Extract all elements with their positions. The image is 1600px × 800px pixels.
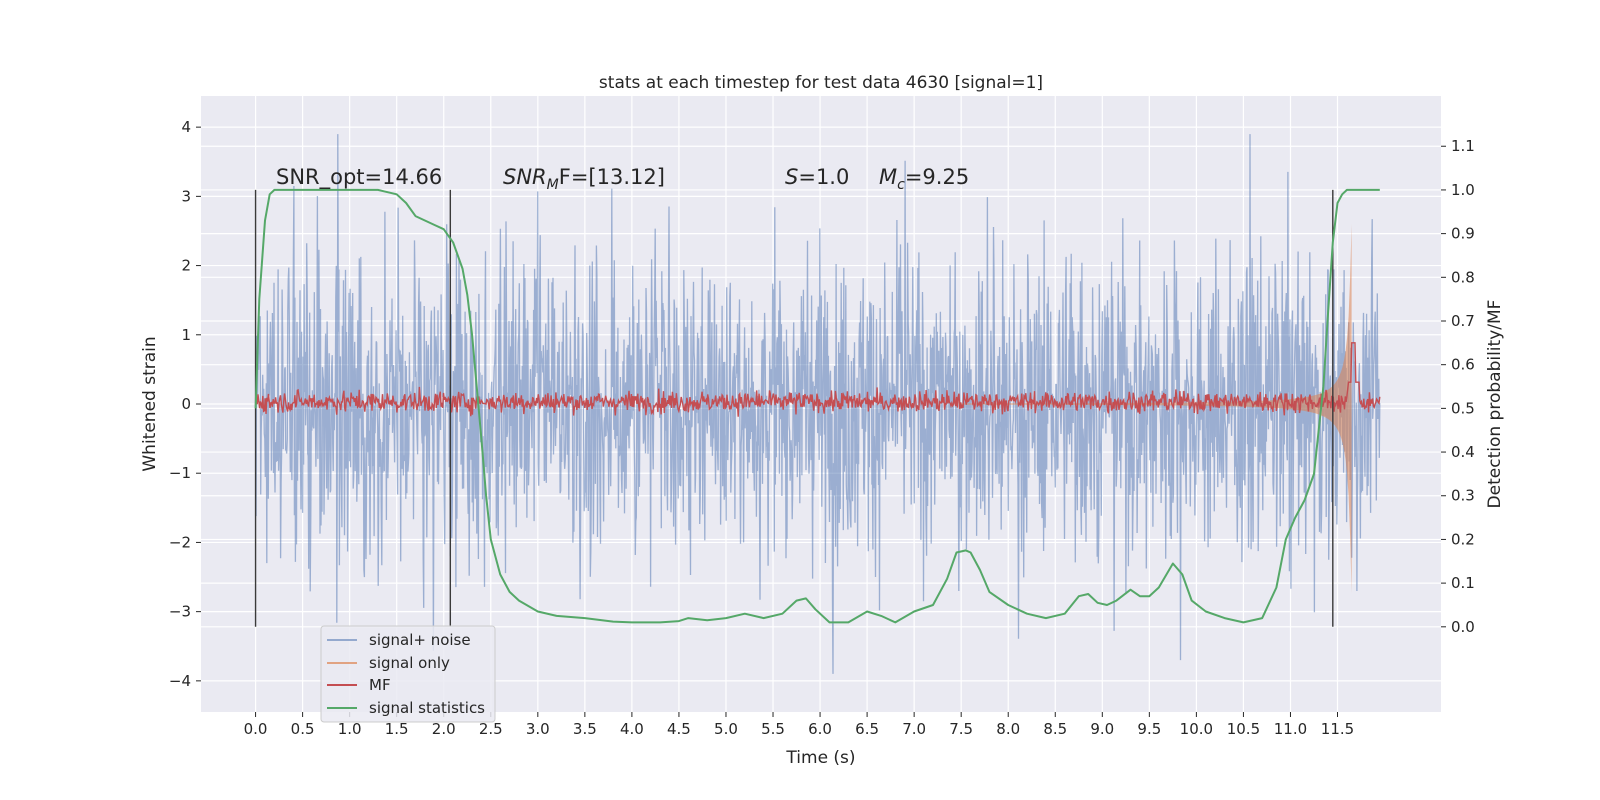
y-tick-label-left: 1 — [181, 326, 191, 344]
signal-statistics-line — [254, 188, 1380, 624]
x-tick-label: 10.0 — [1180, 720, 1213, 738]
x-tick-label: 2.5 — [479, 720, 503, 738]
x-tick-label: 7.5 — [949, 720, 973, 738]
x-tick-label: 11.0 — [1274, 720, 1307, 738]
x-tick-label: 0.5 — [291, 720, 315, 738]
x-tick-label: 6.5 — [855, 720, 879, 738]
y-tick-label-right: 0.7 — [1451, 312, 1475, 330]
snr-mf-base: SNR — [503, 165, 547, 189]
x-tick-label: 2.0 — [432, 720, 456, 738]
y-tick-label-right: 0.9 — [1451, 225, 1475, 243]
mc-label: M — [879, 165, 897, 189]
x-tick-label: 6.0 — [808, 720, 832, 738]
x-tick-label: 10.5 — [1227, 720, 1260, 738]
x-tick-label: 7.0 — [902, 720, 926, 738]
y-tick-label-left: −4 — [169, 672, 191, 690]
y-tick-label-left: 4 — [181, 118, 191, 136]
x-tick-label: 4.0 — [620, 720, 644, 738]
s-label: S — [785, 165, 798, 189]
legend-label-signal-statistics: signal statistics — [369, 699, 485, 717]
x-tick-label: 8.5 — [1043, 720, 1067, 738]
x-tick-label: 3.5 — [573, 720, 597, 738]
x-tick-label: 9.0 — [1090, 720, 1114, 738]
mc-value: =9.25 — [905, 165, 969, 189]
annotation-snr-mf: SNRMF=[13.12] — [503, 165, 665, 193]
x-tick-label: 8.0 — [996, 720, 1020, 738]
axis-ticks: 0.0 0.5 1.0 1.5 2.0 2.5 3.0 3.5 4.0 4.5 5.0 5.5 6.0 6… — [169, 118, 1475, 738]
x-axis-label: Time (s) — [785, 748, 855, 768]
y-tick-label-right: 1.1 — [1451, 137, 1475, 155]
y-tick-label-right: 0.6 — [1451, 356, 1475, 374]
x-tick-label: 11.5 — [1321, 720, 1354, 738]
series-mf — [254, 342, 1381, 417]
y-tick-label-right: 0.4 — [1451, 443, 1475, 461]
y-tick-label-left: −1 — [169, 464, 191, 482]
y-tick-label-left: 2 — [181, 257, 191, 275]
x-tick-label: 0.0 — [244, 720, 268, 738]
y-tick-label-left: 3 — [181, 187, 191, 205]
series-signal-statistics — [254, 188, 1380, 624]
x-tick-label: 4.5 — [667, 720, 691, 738]
chart-title: stats at each timestep for test data 463… — [599, 73, 1043, 93]
x-tick-label: 1.5 — [385, 720, 409, 738]
y-tick-label-right: 0.5 — [1451, 399, 1475, 417]
s-value: =1.0 — [798, 165, 849, 189]
legend: signal+ noise signal only MF signal stat… — [320, 625, 496, 723]
y-tick-label-right: 0.8 — [1451, 268, 1475, 286]
legend-label-signal-only: signal only — [369, 654, 450, 672]
y-tick-label-left: −2 — [169, 533, 191, 551]
x-tick-label: 5.0 — [714, 720, 738, 738]
y-tick-label-left: −3 — [169, 603, 191, 621]
y-tick-label-right: 0.3 — [1451, 487, 1475, 505]
legend-box — [320, 625, 496, 723]
annotation-s: S=1.0 — [785, 165, 849, 189]
mf-line — [254, 342, 1381, 417]
legend-label-mf: MF — [369, 676, 391, 694]
y-tick-label-right: 1.0 — [1451, 181, 1475, 199]
x-tick-label: 1.0 — [338, 720, 362, 738]
y-tick-label-right: 0.1 — [1451, 574, 1475, 592]
snr-mf-rest: F=[13.12] — [559, 165, 665, 189]
legend-label-signal-noise: signal+ noise — [369, 631, 471, 649]
annotation-mc: Mc=9.25 — [879, 165, 969, 193]
y-axis-label-left: Whitened strain — [140, 336, 160, 471]
x-tick-label: 3.0 — [526, 720, 550, 738]
mc-sub: c — [897, 177, 905, 193]
y-tick-label-right: 0.2 — [1451, 530, 1475, 548]
y-tick-label-left: 0 — [181, 395, 191, 413]
annotations: SNR_opt=14.66 SNRMF=[13.12] S=1.0 Mc=9.2… — [276, 165, 969, 193]
annotation-snr-opt: SNR_opt=14.66 — [276, 165, 442, 190]
snr-mf-sub: M — [547, 177, 559, 193]
y-axis-label-right: Detection probability/MF — [1485, 300, 1505, 509]
y-tick-label-right: 0.0 — [1451, 618, 1475, 636]
x-tick-label: 5.5 — [761, 720, 785, 738]
x-tick-label: 9.5 — [1137, 720, 1161, 738]
